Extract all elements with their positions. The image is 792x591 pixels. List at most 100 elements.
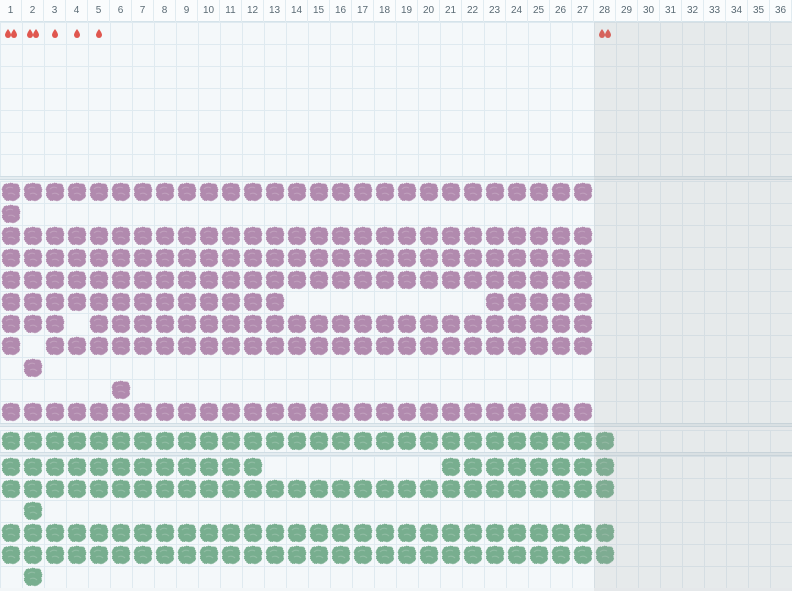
purple-blob-icon[interactable]: [374, 313, 396, 335]
day-label-35[interactable]: 35: [748, 0, 770, 22]
green-blob-icon[interactable]: [550, 478, 572, 500]
purple-blob-icon[interactable]: [132, 269, 154, 291]
green-blob-icon[interactable]: [286, 522, 308, 544]
purple-blob-icon[interactable]: [418, 225, 440, 247]
day-label-5[interactable]: 5: [88, 0, 110, 22]
purple-blob-icon[interactable]: [22, 181, 44, 203]
green-blob-icon[interactable]: [88, 522, 110, 544]
day-label-21[interactable]: 21: [440, 0, 462, 22]
purple-blob-icon[interactable]: [330, 247, 352, 269]
purple-blob-icon[interactable]: [22, 269, 44, 291]
purple-blob-icon[interactable]: [44, 313, 66, 335]
purple-blob-icon[interactable]: [572, 247, 594, 269]
purple-blob-icon[interactable]: [286, 335, 308, 357]
purple-blob-icon[interactable]: [286, 247, 308, 269]
green-blob-icon[interactable]: [484, 456, 506, 478]
purple-blob-icon[interactable]: [396, 225, 418, 247]
purple-blob-icon[interactable]: [440, 335, 462, 357]
purple-blob-icon[interactable]: [572, 313, 594, 335]
green-blob-icon[interactable]: [242, 544, 264, 566]
day-label-12[interactable]: 12: [242, 0, 264, 22]
purple-blob-icon[interactable]: [198, 401, 220, 423]
green-blob-icon[interactable]: [308, 522, 330, 544]
purple-blob-icon[interactable]: [44, 291, 66, 313]
day-label-20[interactable]: 20: [418, 0, 440, 22]
green-blob-icon[interactable]: [154, 456, 176, 478]
green-blob-icon[interactable]: [110, 430, 132, 452]
green-blob-icon[interactable]: [484, 522, 506, 544]
purple-blob-icon[interactable]: [0, 269, 22, 291]
green-blob-icon[interactable]: [132, 430, 154, 452]
purple-blob-icon[interactable]: [242, 225, 264, 247]
green-blob-icon[interactable]: [440, 544, 462, 566]
green-blob-icon[interactable]: [132, 478, 154, 500]
purple-blob-icon[interactable]: [198, 291, 220, 313]
purple-blob-icon[interactable]: [22, 225, 44, 247]
green-blob-icon[interactable]: [484, 478, 506, 500]
purple-blob-icon[interactable]: [242, 269, 264, 291]
day-label-24[interactable]: 24: [506, 0, 528, 22]
day-label-18[interactable]: 18: [374, 0, 396, 22]
purple-blob-icon[interactable]: [308, 335, 330, 357]
green-blob-icon[interactable]: [88, 456, 110, 478]
purple-blob-icon[interactable]: [198, 269, 220, 291]
purple-blob-icon[interactable]: [110, 225, 132, 247]
purple-blob-icon[interactable]: [308, 225, 330, 247]
purple-blob-icon[interactable]: [132, 247, 154, 269]
blood-drop-icon[interactable]: [66, 22, 88, 44]
purple-blob-icon[interactable]: [440, 181, 462, 203]
purple-blob-icon[interactable]: [286, 225, 308, 247]
purple-blob-icon[interactable]: [396, 269, 418, 291]
purple-blob-icon[interactable]: [528, 247, 550, 269]
purple-blob-icon[interactable]: [462, 335, 484, 357]
purple-blob-icon[interactable]: [110, 269, 132, 291]
green-blob-icon[interactable]: [440, 456, 462, 478]
green-blob-icon[interactable]: [572, 430, 594, 452]
green-blob-icon[interactable]: [330, 478, 352, 500]
purple-blob-icon[interactable]: [242, 181, 264, 203]
green-blob-icon[interactable]: [506, 430, 528, 452]
purple-blob-icon[interactable]: [154, 313, 176, 335]
purple-blob-icon[interactable]: [528, 269, 550, 291]
green-blob-icon[interactable]: [462, 478, 484, 500]
purple-blob-icon[interactable]: [176, 181, 198, 203]
green-blob-icon[interactable]: [594, 456, 616, 478]
purple-blob-icon[interactable]: [66, 181, 88, 203]
day-label-33[interactable]: 33: [704, 0, 726, 22]
purple-blob-icon[interactable]: [0, 225, 22, 247]
day-label-31[interactable]: 31: [660, 0, 682, 22]
purple-blob-icon[interactable]: [110, 313, 132, 335]
blood-drop-icon[interactable]: [88, 22, 110, 44]
track-band-purple[interactable]: [0, 181, 792, 423]
purple-blob-icon[interactable]: [44, 247, 66, 269]
day-label-29[interactable]: 29: [616, 0, 638, 22]
purple-blob-icon[interactable]: [132, 181, 154, 203]
day-label-34[interactable]: 34: [726, 0, 748, 22]
purple-blob-icon[interactable]: [264, 313, 286, 335]
purple-blob-icon[interactable]: [176, 401, 198, 423]
day-label-25[interactable]: 25: [528, 0, 550, 22]
purple-blob-icon[interactable]: [374, 225, 396, 247]
purple-blob-icon[interactable]: [308, 181, 330, 203]
green-blob-icon[interactable]: [22, 500, 44, 522]
purple-blob-icon[interactable]: [154, 181, 176, 203]
purple-blob-icon[interactable]: [66, 247, 88, 269]
purple-blob-icon[interactable]: [484, 225, 506, 247]
purple-blob-icon[interactable]: [88, 269, 110, 291]
purple-blob-icon[interactable]: [132, 401, 154, 423]
purple-blob-icon[interactable]: [418, 401, 440, 423]
purple-blob-icon[interactable]: [0, 313, 22, 335]
green-blob-icon[interactable]: [132, 456, 154, 478]
purple-blob-icon[interactable]: [506, 225, 528, 247]
purple-blob-icon[interactable]: [242, 313, 264, 335]
green-blob-icon[interactable]: [22, 522, 44, 544]
purple-blob-icon[interactable]: [44, 181, 66, 203]
day-label-19[interactable]: 19: [396, 0, 418, 22]
purple-blob-icon[interactable]: [440, 247, 462, 269]
green-blob-icon[interactable]: [44, 430, 66, 452]
purple-blob-icon[interactable]: [220, 247, 242, 269]
day-label-32[interactable]: 32: [682, 0, 704, 22]
green-blob-icon[interactable]: [352, 522, 374, 544]
purple-blob-icon[interactable]: [154, 225, 176, 247]
purple-blob-icon[interactable]: [352, 401, 374, 423]
